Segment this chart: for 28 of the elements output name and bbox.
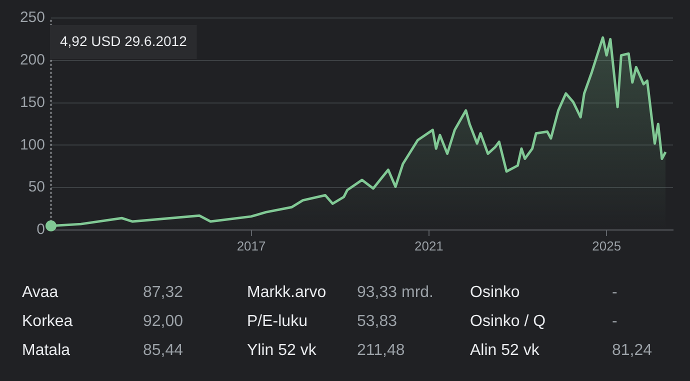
y-tick-label: 150 [20, 94, 45, 111]
text: Matala [22, 341, 72, 361]
text: P/E-luku [247, 312, 308, 332]
text: Korkea [22, 312, 74, 332]
text: 53,83 [357, 312, 398, 332]
y-tick-label: 50 [28, 178, 45, 196]
text: 87,32 [143, 283, 184, 303]
text: - [612, 312, 618, 332]
y-tick-label: 250 [20, 9, 45, 26]
text: 92,00 [143, 312, 184, 332]
text: Markk.arvo [247, 283, 328, 303]
y-tick-label: 200 [20, 52, 45, 69]
y-tick-label: 100 [20, 136, 45, 154]
y-tick-label: 0 [36, 221, 45, 238]
x-tick-label: 2021 [414, 238, 444, 254]
x-tick-label: 2017 [236, 238, 266, 254]
text: - [612, 283, 618, 303]
text: Osinko [470, 283, 521, 303]
text: Alin 52 vk [470, 341, 540, 361]
text: Ylin 52 vk [247, 341, 318, 361]
text: 93,33 mrd. [357, 283, 434, 303]
text: 85,44 [143, 341, 184, 361]
x-tick-label: 2025 [592, 238, 622, 254]
annotation: 4,92 USD 29.6.2012 [60, 32, 188, 49]
text: 211,48 [357, 341, 406, 361]
text: Osinko / Q [470, 312, 547, 332]
text: 81,24 [612, 341, 654, 361]
text: Avaa [22, 283, 60, 303]
